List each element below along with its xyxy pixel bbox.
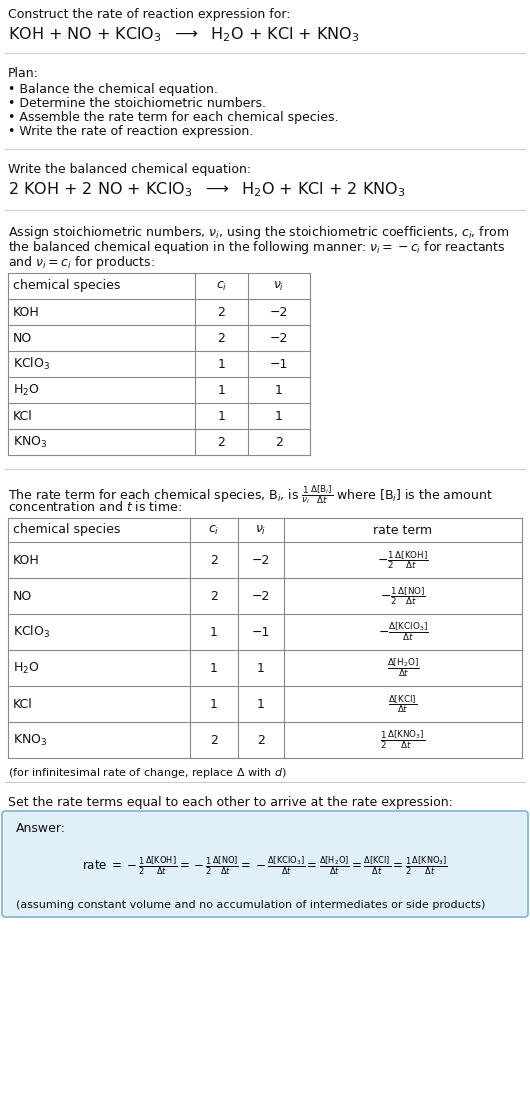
Text: $\frac{1}{2}\frac{\Delta[\mathrm{KNO_3}]}{\Delta t}$: $\frac{1}{2}\frac{\Delta[\mathrm{KNO_3}]…	[381, 729, 426, 751]
Text: 2: 2	[210, 589, 218, 603]
FancyBboxPatch shape	[2, 811, 528, 917]
Text: $-\frac{1}{2}\frac{\Delta[\mathrm{NO}]}{\Delta t}$: $-\frac{1}{2}\frac{\Delta[\mathrm{NO}]}{…	[380, 585, 426, 607]
Text: Answer:: Answer:	[16, 822, 66, 835]
Text: 2: 2	[210, 554, 218, 566]
Text: Set the rate terms equal to each other to arrive at the rate expression:: Set the rate terms equal to each other t…	[8, 796, 453, 809]
Text: KNO$_3$: KNO$_3$	[13, 732, 47, 748]
Text: KOH + NO + KClO$_3$  $\longrightarrow$  H$_2$O + KCl + KNO$_3$: KOH + NO + KClO$_3$ $\longrightarrow$ H$…	[8, 25, 360, 43]
Text: $\nu_i$: $\nu_i$	[255, 523, 267, 536]
Text: 2: 2	[217, 435, 225, 449]
Text: 2: 2	[257, 733, 265, 747]
Text: −1: −1	[270, 358, 288, 370]
Text: chemical species: chemical species	[13, 279, 120, 293]
Text: $\frac{\Delta[\mathrm{KCl}]}{\Delta t}$: $\frac{\Delta[\mathrm{KCl}]}{\Delta t}$	[388, 692, 418, 715]
Text: 1: 1	[210, 661, 218, 675]
Text: 1: 1	[217, 383, 225, 397]
Text: • Assemble the rate term for each chemical species.: • Assemble the rate term for each chemic…	[8, 111, 339, 124]
Text: 2: 2	[217, 331, 225, 345]
Text: 1: 1	[210, 626, 218, 638]
Text: KClO$_3$: KClO$_3$	[13, 624, 50, 640]
Text: −1: −1	[252, 626, 270, 638]
Text: 2: 2	[275, 435, 283, 449]
Text: Write the balanced chemical equation:: Write the balanced chemical equation:	[8, 163, 251, 176]
Text: KCl: KCl	[13, 698, 33, 710]
Text: (for infinitesimal rate of change, replace Δ with $d$): (for infinitesimal rate of change, repla…	[8, 766, 287, 780]
Text: rate term: rate term	[374, 523, 432, 536]
Text: $c_i$: $c_i$	[208, 523, 219, 536]
Text: $\frac{\Delta[\mathrm{H_2O}]}{\Delta t}$: $\frac{\Delta[\mathrm{H_2O}]}{\Delta t}$	[387, 657, 419, 679]
Text: $\nu_i$: $\nu_i$	[273, 279, 285, 293]
Text: (assuming constant volume and no accumulation of intermediates or side products): (assuming constant volume and no accumul…	[16, 900, 485, 910]
Text: rate $= -\frac{1}{2}\frac{\Delta[\mathrm{KOH}]}{\Delta t} = -\frac{1}{2}\frac{\D: rate $= -\frac{1}{2}\frac{\Delta[\mathrm…	[82, 854, 448, 878]
Text: The rate term for each chemical species, B$_i$, is $\frac{1}{\nu_i}\frac{\Delta[: The rate term for each chemical species,…	[8, 483, 493, 505]
Text: −2: −2	[252, 589, 270, 603]
Text: 1: 1	[210, 698, 218, 710]
Text: concentration and $t$ is time:: concentration and $t$ is time:	[8, 500, 182, 514]
Text: −2: −2	[252, 554, 270, 566]
Text: NO: NO	[13, 331, 32, 345]
Text: Assign stoichiometric numbers, $\nu_i$, using the stoichiometric coefficients, $: Assign stoichiometric numbers, $\nu_i$, …	[8, 224, 509, 242]
Text: 2: 2	[217, 306, 225, 318]
Text: KNO$_3$: KNO$_3$	[13, 434, 47, 450]
Text: KClO$_3$: KClO$_3$	[13, 356, 50, 372]
Text: −2: −2	[270, 306, 288, 318]
Text: Plan:: Plan:	[8, 66, 39, 80]
Text: and $\nu_i = c_i$ for products:: and $\nu_i = c_i$ for products:	[8, 254, 155, 271]
Text: −2: −2	[270, 331, 288, 345]
Text: 1: 1	[257, 698, 265, 710]
Text: 1: 1	[257, 661, 265, 675]
Text: KCl: KCl	[13, 410, 33, 422]
Text: $-\frac{\Delta[\mathrm{KClO_3}]}{\Delta t}$: $-\frac{\Delta[\mathrm{KClO_3}]}{\Delta …	[378, 620, 428, 644]
Text: KOH: KOH	[13, 554, 40, 566]
Text: H$_2$O: H$_2$O	[13, 382, 40, 398]
Text: 1: 1	[275, 383, 283, 397]
Text: • Balance the chemical equation.: • Balance the chemical equation.	[8, 83, 218, 96]
Text: 1: 1	[217, 410, 225, 422]
Text: NO: NO	[13, 589, 32, 603]
Text: 1: 1	[275, 410, 283, 422]
Text: Construct the rate of reaction expression for:: Construct the rate of reaction expressio…	[8, 8, 290, 21]
Text: 2 KOH + 2 NO + KClO$_3$  $\longrightarrow$  H$_2$O + KCl + 2 KNO$_3$: 2 KOH + 2 NO + KClO$_3$ $\longrightarrow…	[8, 179, 405, 198]
Text: • Write the rate of reaction expression.: • Write the rate of reaction expression.	[8, 125, 253, 138]
Text: chemical species: chemical species	[13, 523, 120, 536]
Text: KOH: KOH	[13, 306, 40, 318]
Text: • Determine the stoichiometric numbers.: • Determine the stoichiometric numbers.	[8, 98, 266, 110]
Text: $-\frac{1}{2}\frac{\Delta[\mathrm{KOH}]}{\Delta t}$: $-\frac{1}{2}\frac{\Delta[\mathrm{KOH}]}…	[377, 550, 429, 571]
Text: the balanced chemical equation in the following manner: $\nu_i = -c_i$ for react: the balanced chemical equation in the fo…	[8, 239, 506, 256]
Text: 2: 2	[210, 733, 218, 747]
Text: $c_i$: $c_i$	[216, 279, 227, 293]
Text: 1: 1	[217, 358, 225, 370]
Text: H$_2$O: H$_2$O	[13, 660, 40, 676]
